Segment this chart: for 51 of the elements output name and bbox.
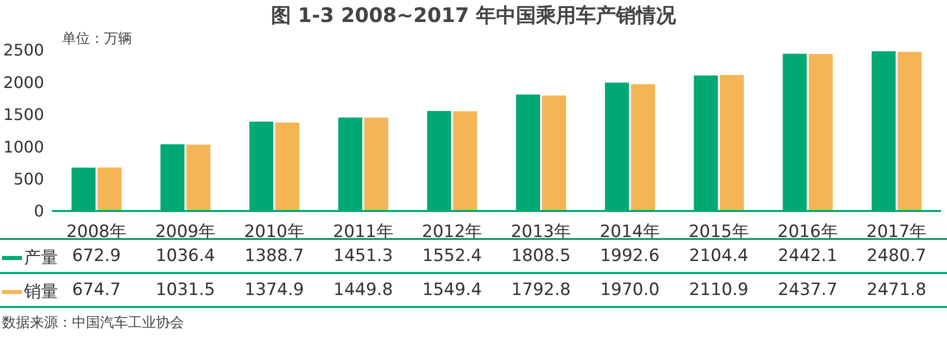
bar [98,168,122,211]
y-tick-label: 1000 [3,137,44,156]
bar [542,96,566,211]
y-axis-title: 单位：万辆 [62,30,132,48]
x-tick-label: 2013年 [510,222,572,242]
data-label: 1970.0 [600,280,660,300]
bar [808,54,833,211]
data-label: 674.7 [72,280,121,300]
data-label: 1449.8 [333,280,393,300]
y-tick-label: 2500 [3,40,44,60]
x-tick-label: 2009年 [155,222,216,242]
x-tick-label: 2010年 [244,222,304,242]
bar [275,122,300,211]
bar [630,84,655,211]
data-label: 2110.9 [689,280,748,300]
x-tick-label: 2016年 [778,222,838,242]
y-tick-label: 2000 [3,72,44,92]
data-label: 1451.3 [333,246,393,266]
x-tick-label: 2008年 [66,222,127,242]
x-tick-label: 2014年 [600,222,660,242]
bar [898,52,922,211]
legend-label: 产量 [24,247,58,269]
data-label: 672.9 [72,246,121,266]
x-tick-label: 2012年 [422,222,482,242]
data-label: 1374.9 [244,280,304,300]
bar [364,118,388,211]
data-label: 1036.4 [156,246,216,266]
data-label: 1808.5 [511,246,571,266]
source-note: 数据来源：中国汽车工业协会 [2,314,184,332]
data-label: 2104.4 [689,246,748,266]
chart-title: 图 1-3 2008~2017 年中国乘用车产销情况 [270,2,678,29]
x-tick-label: 2011年 [333,222,394,242]
bar [720,75,744,211]
x-tick-label: 2017年 [866,222,927,242]
bar [186,144,210,211]
data-label: 1552.4 [422,246,482,266]
data-label: 1792.8 [511,280,571,300]
y-tick-label: 1500 [3,105,44,124]
legend-label: 销量 [24,281,58,303]
bar [453,111,478,211]
data-label: 1031.5 [156,280,216,300]
y-tick-label: 0 [34,202,44,221]
data-label: 2442.1 [778,246,838,266]
x-tick-label: 2015年 [688,222,749,242]
data-label: 2437.7 [778,280,838,300]
data-label: 1992.6 [600,246,660,266]
data-label: 2480.7 [866,246,926,266]
data-label: 1549.4 [422,280,482,300]
y-tick-label: 500 [13,169,44,188]
data-label: 2471.8 [866,280,926,300]
data-label: 1388.7 [244,246,304,266]
